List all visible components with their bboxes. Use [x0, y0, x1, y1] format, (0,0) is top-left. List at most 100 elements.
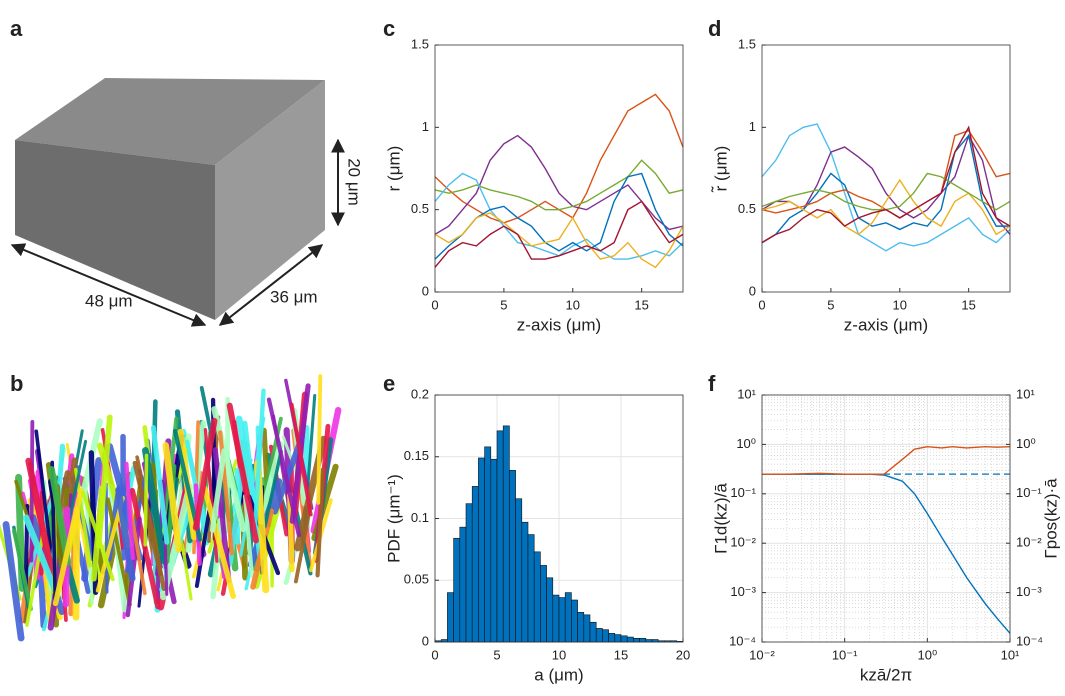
- x-axis-label: z-axis (μm): [844, 315, 928, 334]
- line-series: [762, 127, 1010, 242]
- bar: [534, 552, 540, 642]
- y-tick-label: 0.5: [411, 201, 429, 216]
- panel-label: b: [10, 371, 23, 396]
- line-series: [762, 173, 1010, 209]
- y-tick-label: 10⁻¹: [730, 485, 756, 500]
- panel-label: e: [383, 371, 395, 396]
- y2-tick-label: 10⁻¹: [1016, 485, 1042, 500]
- y-tick-label: 10⁻⁴: [729, 633, 756, 648]
- panel-label: c: [383, 16, 395, 41]
- bar: [516, 499, 522, 642]
- bar: [571, 600, 577, 642]
- fiber-render: [0, 376, 338, 638]
- bar: [485, 447, 491, 642]
- x-axis-label: z-axis (μm): [517, 315, 601, 334]
- bar: [503, 426, 509, 642]
- bar: [565, 593, 571, 642]
- y-axis-label: Γ1d(kz)/ā: [711, 483, 730, 554]
- line-series: [762, 136, 1010, 243]
- bar: [447, 593, 453, 642]
- x-tick-label: 10: [893, 297, 907, 312]
- bar: [528, 535, 534, 642]
- bar: [640, 638, 646, 642]
- bar: [633, 638, 639, 642]
- panel-label: f: [708, 371, 716, 396]
- bar: [497, 431, 503, 642]
- y2-tick-label: 10⁻⁴: [1016, 633, 1043, 648]
- y2-tick-label: 10⁻³: [1016, 584, 1042, 599]
- x-tick-label: 10⁻¹: [832, 647, 858, 662]
- bar: [472, 486, 478, 642]
- x-tick-label: 10⁰: [917, 647, 937, 662]
- plot-frame: [762, 45, 1010, 292]
- bar: [602, 630, 608, 642]
- y2-tick-label: 10⁻²: [1016, 535, 1042, 550]
- bar: [466, 504, 472, 642]
- y-tick-label: 10⁻³: [730, 584, 756, 599]
- x-tick-label: 5: [493, 647, 500, 662]
- panel-label: a: [10, 16, 23, 41]
- y2-axis-label: Γpos(kz)·ā: [1041, 478, 1060, 559]
- bar: [559, 598, 565, 642]
- plot-frame: [762, 395, 1010, 642]
- bar: [590, 622, 596, 642]
- y-tick-label: 10¹: [737, 386, 756, 401]
- y-tick-label: 1: [749, 119, 756, 134]
- bar: [627, 637, 633, 642]
- x-tick-label: 10: [566, 297, 580, 312]
- y-tick-label: 0.05: [404, 572, 429, 587]
- x-tick-label: 15: [961, 297, 975, 312]
- x-tick-label: 10: [552, 647, 566, 662]
- bar: [584, 615, 590, 642]
- line-series: [762, 474, 1010, 633]
- y-tick-label: 1.5: [738, 36, 756, 51]
- y-tick-label: 0.1: [411, 510, 429, 525]
- x-tick-label: 15: [634, 297, 648, 312]
- x-tick-label: 5: [827, 297, 834, 312]
- chart: 0 5 10 15 0 0.5 1 1.5 z-axis (μm) r̃ (μm): [710, 36, 1010, 334]
- y-tick-label: 0: [422, 283, 429, 298]
- x-tick-label: 10⁻²: [749, 647, 775, 662]
- y-tick-label: 0.2: [411, 386, 429, 401]
- line-series: [435, 94, 683, 222]
- line-series: [435, 213, 683, 267]
- y-tick-label: 0.5: [738, 201, 756, 216]
- bar: [609, 633, 615, 642]
- panel-label: d: [708, 16, 721, 41]
- y-tick-label: 0: [749, 283, 756, 298]
- line-series: [435, 201, 683, 267]
- bar: [615, 635, 621, 642]
- annotation: 48 μm: [85, 291, 133, 310]
- bar: [522, 522, 528, 642]
- x-axis-label: kzā/2π: [860, 665, 912, 684]
- bar: [578, 612, 584, 642]
- x-tick-label: 5: [500, 297, 507, 312]
- bar: [621, 636, 627, 642]
- bar: [553, 595, 559, 642]
- bar: [460, 527, 466, 642]
- x-tick-label: 10¹: [1001, 647, 1020, 662]
- bar: [596, 628, 602, 642]
- y-tick-label: 10⁻²: [730, 535, 756, 550]
- x-tick-label: 20: [676, 647, 690, 662]
- y-axis-label: r̃ (μm): [710, 146, 730, 193]
- x-tick-label: 0: [758, 297, 765, 312]
- y-tick-label: 10⁰: [736, 436, 756, 451]
- x-tick-label: 0: [431, 297, 438, 312]
- y2-tick-label: 10¹: [1016, 386, 1035, 401]
- bar: [491, 459, 497, 642]
- x-tick-label: 0: [431, 647, 438, 662]
- fiber: [145, 455, 146, 544]
- fiber: [318, 376, 320, 503]
- y-axis-label: r (μm): [384, 146, 403, 192]
- y-tick-label: 0: [422, 633, 429, 648]
- annotation: 20 μm: [345, 158, 364, 206]
- bar: [540, 565, 546, 642]
- bar: [478, 458, 484, 642]
- x-axis-label: a (μm): [534, 665, 583, 684]
- line-series: [762, 180, 1010, 234]
- x-tick-label: 15: [614, 647, 628, 662]
